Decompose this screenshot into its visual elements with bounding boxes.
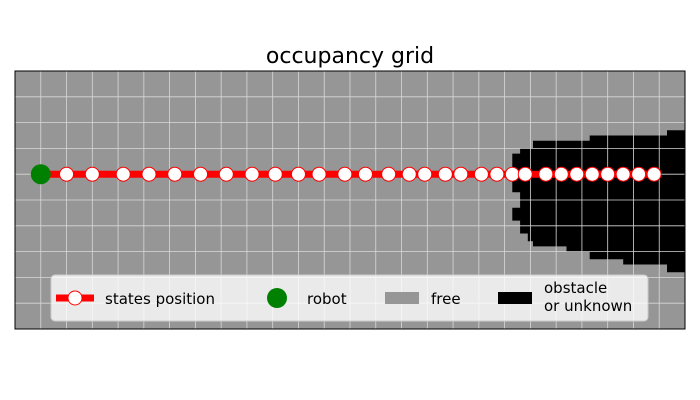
legend-label-free: free bbox=[431, 290, 461, 308]
state-point bbox=[453, 166, 469, 182]
state-point bbox=[473, 166, 489, 182]
state-point bbox=[218, 166, 234, 182]
legend-label-robot: robot bbox=[307, 290, 347, 308]
state-point bbox=[538, 166, 554, 182]
state-point bbox=[417, 166, 433, 182]
state-point bbox=[489, 166, 505, 182]
legend: states position robot free obstacle or u… bbox=[50, 274, 649, 322]
chart-title: occupancy grid bbox=[266, 44, 434, 69]
state-point bbox=[141, 166, 157, 182]
state-point bbox=[84, 166, 100, 182]
state-point bbox=[553, 166, 569, 182]
state-point bbox=[115, 166, 131, 182]
state-point bbox=[357, 166, 373, 182]
legend-label-obstacle-line1: obstacle bbox=[544, 279, 607, 297]
legend-states-marker bbox=[67, 290, 83, 306]
state-point bbox=[584, 166, 600, 182]
state-point bbox=[381, 166, 397, 182]
obstacle-region bbox=[512, 130, 685, 273]
legend-box bbox=[50, 274, 649, 322]
state-point bbox=[615, 166, 631, 182]
state-point bbox=[244, 166, 260, 182]
states-markers bbox=[59, 166, 662, 182]
state-point bbox=[193, 166, 209, 182]
state-point bbox=[437, 166, 453, 182]
state-point bbox=[167, 166, 183, 182]
state-point bbox=[600, 166, 616, 182]
legend-free-swatch bbox=[385, 292, 419, 304]
state-point bbox=[59, 166, 75, 182]
plot-frame bbox=[14, 70, 686, 330]
robot-marker bbox=[30, 164, 51, 185]
state-point bbox=[337, 166, 353, 182]
legend-label-obstacle-line2: or unknown bbox=[544, 297, 632, 315]
state-point bbox=[311, 166, 327, 182]
state-point bbox=[646, 166, 662, 182]
legend-robot-marker bbox=[267, 288, 287, 308]
state-point bbox=[290, 166, 306, 182]
state-point bbox=[569, 166, 585, 182]
state-point bbox=[401, 166, 417, 182]
legend-label-states: states position bbox=[105, 290, 215, 308]
state-point bbox=[267, 166, 283, 182]
state-point bbox=[504, 166, 520, 182]
state-point bbox=[517, 166, 533, 182]
state-point bbox=[631, 166, 647, 182]
legend-obstacle-swatch bbox=[498, 292, 532, 304]
